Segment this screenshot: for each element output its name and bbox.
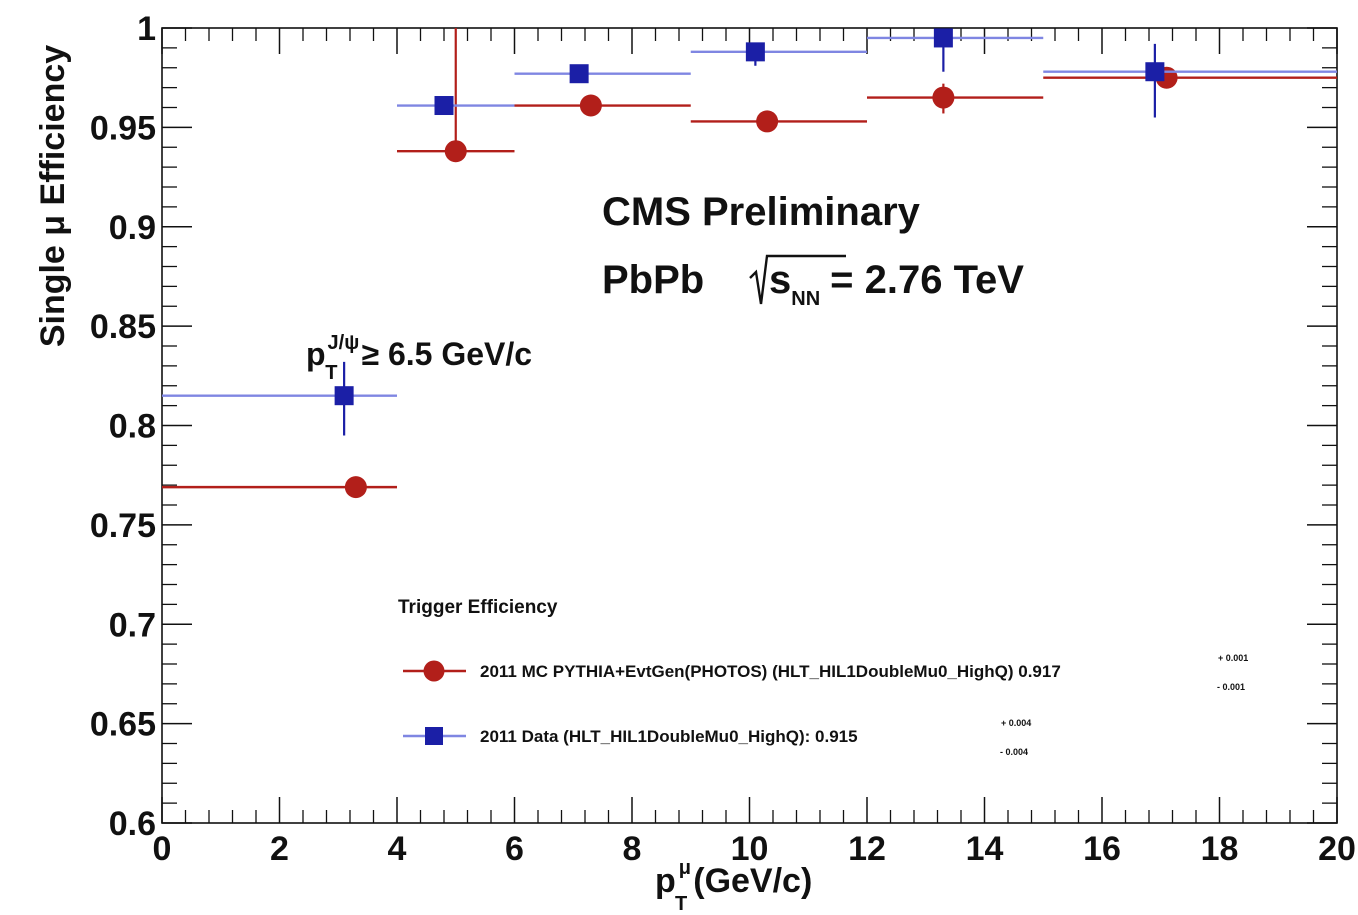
collision-energy-label: sNN = 2.76 TeV [769, 258, 1024, 310]
series-layer [162, 28, 1337, 499]
x-tick-label: 18 [1201, 830, 1239, 868]
y-axis-label: Single μ Efficiency [34, 45, 72, 347]
mc-point-marker [579, 94, 602, 117]
energy-value: = 2.76 TeV [830, 258, 1024, 302]
x-tick-label: 8 [623, 830, 642, 868]
x-tick-label: 20 [1318, 830, 1356, 868]
pt-cut-value: ≥ 6.5 GeV/c [362, 336, 533, 372]
pt-cut-sub: T [325, 362, 337, 384]
data-point-marker [1145, 62, 1165, 82]
collision-system-label: PbPb [602, 258, 704, 302]
data-point-marker [334, 386, 354, 406]
y-tick-label: 0.6 [109, 805, 156, 843]
x-axis-label-unit: (GeV/c) [693, 862, 812, 900]
legend-marker-circle [423, 660, 445, 682]
mc-point-marker [756, 110, 779, 133]
pt-cut-label: p J/ψ T ≥ 6.5 GeV/c [306, 332, 532, 384]
sqrt-sign-icon [749, 254, 846, 305]
y-tick-label: 0.85 [90, 308, 156, 346]
y-tick-label: 0.9 [109, 209, 156, 247]
data-point-marker [434, 96, 454, 116]
legend-label: 2011 Data (HLT_HIL1DoubleMu0_HighQ): 0.9… [480, 727, 858, 746]
pt-cut-sup: J/ψ [328, 332, 360, 354]
annotation-layer: CMS Preliminary PbPb sNN = 2.76 TeV p J/ψ T ≥ 6… [306, 190, 1024, 384]
x-tick-label: 10 [731, 830, 769, 868]
legend-err-minus: - 0.004 [1000, 747, 1028, 757]
legend-err-plus: + 0.001 [1218, 653, 1248, 663]
axes-layer: 0 2 4 6 8 10 12 14 16 18 20 0.6 0.65 0.7 0.75 0.8 0.85 0.… [34, 10, 1356, 915]
x-tick-label: 4 [388, 830, 407, 868]
x-axis-label-p: p [655, 862, 676, 900]
y-tick-label: 1 [137, 10, 156, 48]
y-tick-label: 0.65 [90, 706, 156, 744]
legend-entry: 2011 Data (HLT_HIL1DoubleMu0_HighQ): 0.9… [403, 718, 1031, 757]
pt-cut-p: p [306, 336, 326, 372]
legend-err-plus: + 0.004 [1001, 718, 1031, 728]
mc-point-marker [444, 140, 467, 163]
mc-series [162, 28, 1337, 499]
cms-preliminary-label: CMS Preliminary [602, 190, 921, 234]
data-point-marker [933, 28, 953, 48]
sqrt-s-subscript: NN [791, 288, 820, 310]
x-tick-label: 16 [1083, 830, 1121, 868]
y-tick-label: 0.8 [109, 408, 156, 446]
mc-point-marker [932, 86, 955, 109]
y-tick-label: 0.95 [90, 109, 156, 147]
legend-marker-square [425, 727, 443, 745]
legend-title: Trigger Efficiency [398, 597, 558, 618]
legend-layer: Trigger Efficiency 2011 MC PYTHIA+EvtGen(… [398, 597, 1248, 757]
x-tick-label: 6 [505, 830, 524, 868]
x-tick-label: 12 [848, 830, 886, 868]
y-tick-label: 0.7 [109, 606, 156, 644]
x-tick-label: 14 [966, 830, 1004, 868]
data-series [162, 28, 1337, 436]
x-tick-label: 2 [270, 830, 289, 868]
legend-entry: 2011 MC PYTHIA+EvtGen(PHOTOS) (HLT_HIL1D… [403, 653, 1248, 692]
plot-frame [161, 27, 1338, 824]
legend-err-minus: - 0.001 [1217, 682, 1245, 692]
x-axis-label-sup: μ [679, 857, 691, 879]
x-axis-label-sub: T [675, 893, 687, 915]
data-point-marker [745, 42, 765, 62]
x-tick-label: 0 [153, 830, 172, 868]
sqrt-s-label: s [769, 258, 791, 302]
x-axis-label: p μ T (GeV/c) [655, 857, 812, 915]
legend-label: 2011 MC PYTHIA+EvtGen(PHOTOS) (HLT_HIL1D… [480, 662, 1061, 681]
y-tick-label: 0.75 [90, 507, 156, 545]
data-point-marker [569, 64, 589, 84]
mc-point-marker [344, 476, 367, 499]
